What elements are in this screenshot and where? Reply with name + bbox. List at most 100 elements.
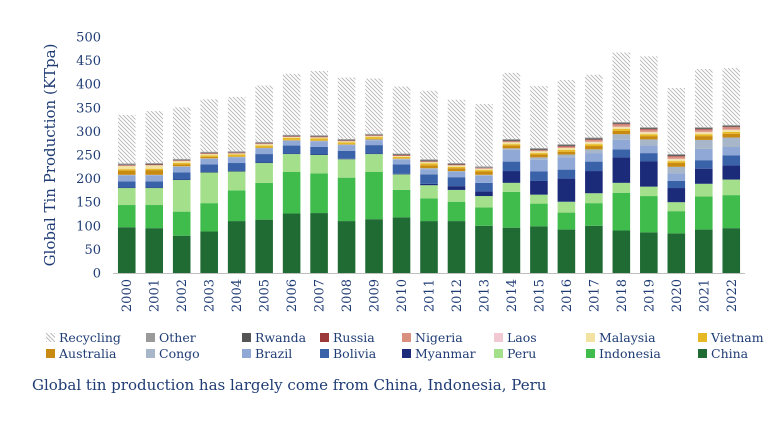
bar-segment-malaysia-2020 (667, 159, 686, 162)
bar-segment-china-2013 (475, 225, 493, 273)
bar-segment-australia-2012 (447, 168, 466, 172)
bar-segment-peru-2002 (172, 180, 191, 212)
bar-segment-congo-2010 (392, 158, 411, 160)
bar-segment-rwanda-2017 (585, 138, 603, 140)
bar-segment-congo-2015 (530, 157, 548, 160)
bar-segment-recycling-2004 (227, 96, 246, 152)
legend-swatch (242, 349, 251, 358)
bar-segment-vietnam-2016 (557, 149, 576, 152)
bar-segment-indonesia-2022 (722, 195, 741, 229)
bar-segment-rwanda-2014 (502, 139, 521, 141)
bar-segment-other-2015 (530, 147, 548, 149)
bar-segment-other-2011 (420, 159, 438, 161)
legend-swatch (586, 333, 595, 342)
bar-segment-bolivia-2000 (117, 181, 136, 188)
bar-segment-congo-2009 (365, 139, 383, 141)
bar-segment-nigeria-2014 (502, 141, 521, 143)
x-tick-label: 2006 (285, 279, 300, 312)
legend-item-china: China (698, 346, 748, 361)
bar-segment-australia-2014 (502, 145, 521, 149)
legend-label: Indonesia (599, 346, 661, 361)
bar-segment-peru-2021 (694, 183, 713, 197)
bar-segment-congo-2013 (475, 174, 493, 176)
bar-segment-other-2013 (475, 166, 493, 168)
bar-segment-brazil-2018 (612, 139, 631, 150)
y-tick-label: 400 (76, 78, 101, 93)
y-tick-label: 0 (93, 267, 101, 282)
legend-item-recycling: Recycling (46, 330, 121, 345)
bar-segment-recycling-2002 (172, 107, 191, 159)
bar-segment-australia-2021 (694, 136, 713, 140)
bar-segment-malaysia-2022 (722, 129, 741, 132)
bar-segment-bolivia-2013 (475, 182, 493, 192)
legend-swatch (494, 333, 503, 342)
bar-segment-congo-2019 (640, 139, 658, 146)
legend-swatch (402, 349, 411, 358)
bar-segment-vietnam-2021 (694, 134, 713, 137)
bar-segment-myanmar-2014 (502, 171, 521, 183)
bar-segment-myanmar-2018 (612, 157, 631, 183)
bar-segment-china-2010 (392, 217, 411, 273)
bar-segment-bolivia-2011 (420, 174, 438, 184)
x-tick-label: 2007 (313, 279, 328, 312)
x-tick-label: 2018 (615, 279, 630, 312)
bar-segment-malaysia-2015 (530, 151, 548, 154)
bar-segment-indonesia-2018 (612, 192, 631, 231)
x-tick-label: 2015 (532, 279, 547, 312)
legend-item-indonesia: Indonesia (586, 346, 661, 361)
bar-segment-vietnam-2022 (722, 131, 741, 134)
bar-segment-congo-2016 (557, 154, 576, 158)
bar-segment-vietnam-2011 (420, 163, 438, 166)
bar-segment-peru-2017 (585, 193, 603, 204)
y-axis-label: Global Tin Production (KTpa) (41, 44, 59, 267)
legend-label: Peru (507, 346, 537, 361)
bar-segment-brazil-2020 (667, 173, 686, 181)
bar-segment-brazil-2019 (640, 145, 658, 154)
bar-segment-congo-2020 (667, 166, 686, 174)
bar-segment-rwanda-2022 (722, 125, 741, 127)
bar-segment-brazil-2005 (255, 148, 273, 155)
bar-segment-indonesia-2016 (557, 212, 576, 230)
bar-segment-myanmar-2021 (694, 168, 713, 184)
bar-segment-vietnam-2002 (172, 163, 191, 165)
bar-segment-china-2006 (282, 213, 301, 273)
bar-segment-recycling-2020 (667, 87, 686, 155)
bar-segment-other-2008 (337, 138, 356, 140)
bar-segment-australia-2019 (640, 136, 658, 140)
bar-segment-brazil-2021 (694, 148, 713, 161)
y-tick-label: 150 (76, 196, 101, 211)
legend-item-myanmar: Myanmar (402, 346, 476, 361)
bar-segment-malaysia-2016 (557, 147, 576, 150)
legend-item-laos: Laos (494, 330, 537, 345)
bar-segment-brazil-2009 (365, 140, 383, 146)
bar-segment-congo-2012 (447, 171, 466, 172)
bar-segment-peru-2006 (282, 154, 301, 172)
bar-segment-congo-2022 (722, 137, 741, 147)
bar-segment-indonesia-2012 (447, 201, 466, 222)
bar-segment-peru-2018 (612, 182, 631, 193)
legend-item-brazil: Brazil (242, 346, 292, 361)
bar-segment-peru-2014 (502, 182, 521, 192)
bar-segment-australia-2018 (612, 130, 631, 135)
legend-swatch (46, 333, 55, 342)
bar-segment-recycling-2019 (640, 56, 658, 128)
legend-item-australia: Australia (46, 346, 116, 361)
bar-segment-brazil-2012 (447, 171, 466, 178)
bar-segment-malaysia-2005 (255, 144, 273, 146)
bar-segment-recycling-2011 (420, 90, 438, 160)
chart-caption: Global tin production has largely come f… (32, 376, 547, 394)
bar-segment-brazil-2011 (420, 169, 438, 175)
x-tick-label: 2020 (670, 279, 685, 312)
bar-segment-bolivia-2001 (145, 181, 164, 188)
bar-segment-recycling-2009 (365, 78, 383, 134)
x-tick-label: 2013 (477, 279, 492, 312)
y-tick-label: 250 (76, 149, 101, 164)
x-tick-label: 2014 (505, 279, 520, 312)
bar-segment-rwanda-2019 (640, 128, 658, 130)
legend-label: Myanmar (415, 346, 476, 361)
bar-segment-peru-2011 (420, 185, 438, 199)
bar-segment-malaysia-2009 (365, 136, 383, 138)
legend-label: Russia (333, 330, 375, 345)
bar-segment-other-2004 (227, 151, 246, 153)
legend-row: Australia Congo Brazil Bolivia Myanmar Peru In… (46, 346, 766, 362)
